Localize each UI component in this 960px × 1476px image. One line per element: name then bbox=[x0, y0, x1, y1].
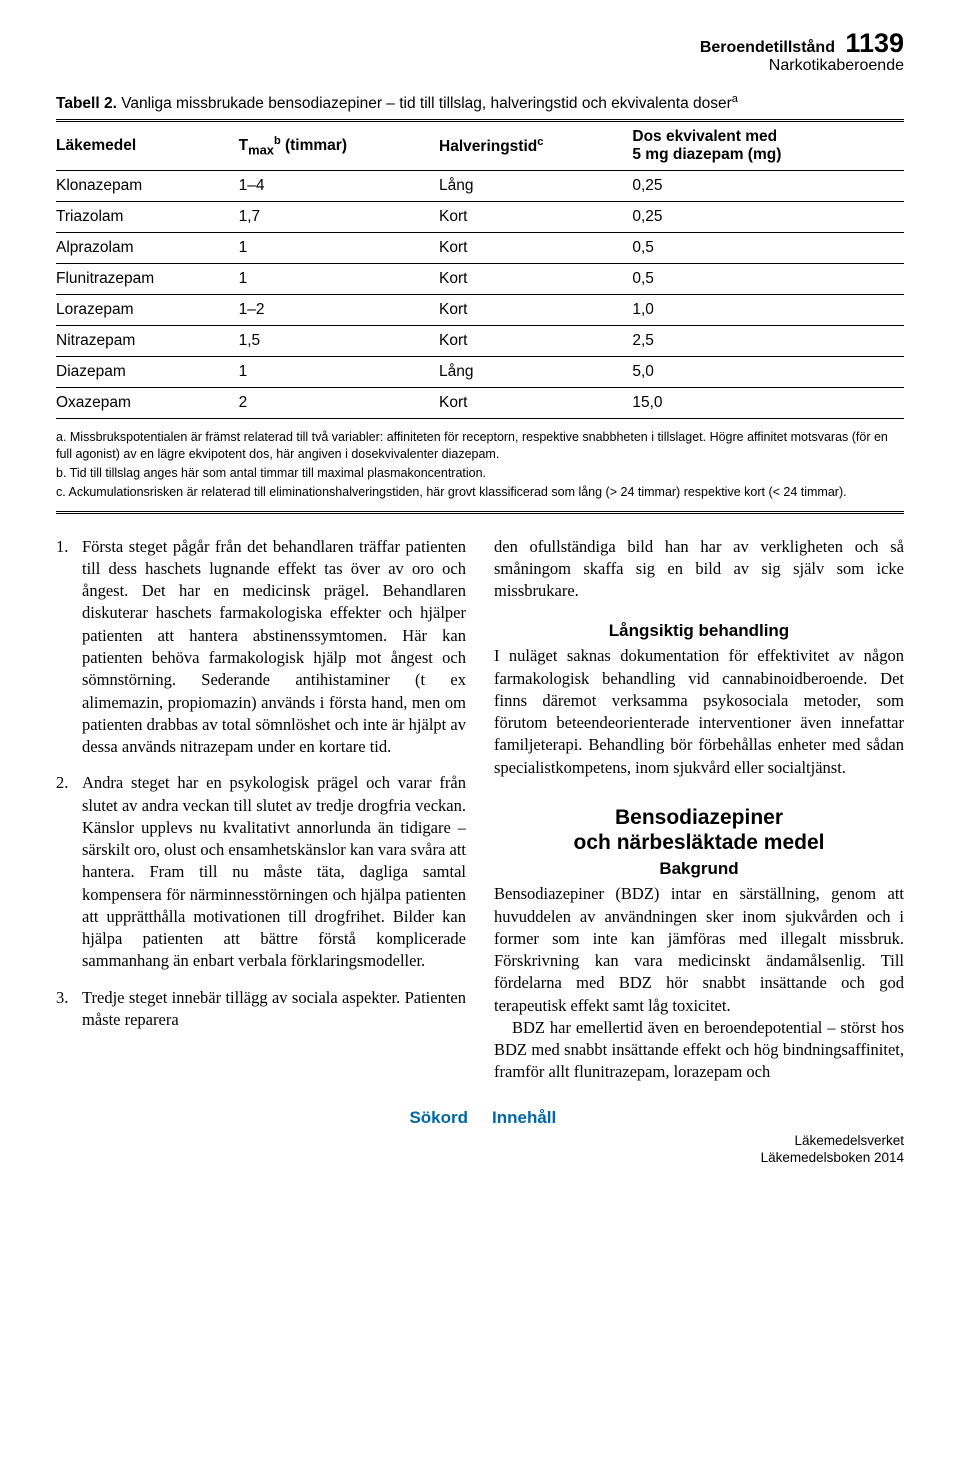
table-cell: 2,5 bbox=[632, 326, 904, 357]
page-number: 1139 bbox=[845, 28, 904, 58]
table-cell: Triazolam bbox=[56, 202, 239, 233]
caption-sup: a bbox=[732, 93, 738, 105]
table-row: Diazepam1Lång5,0 bbox=[56, 357, 904, 388]
table-cell: Lång bbox=[439, 357, 632, 388]
table-footnotes: a. Missbrukspotentialen är främst relate… bbox=[56, 429, 904, 514]
table-cell: 5,0 bbox=[632, 357, 904, 388]
footnote-b: b. Tid till tillslag anges här som antal… bbox=[56, 465, 904, 482]
table-cell: 0,5 bbox=[632, 233, 904, 264]
col-tmax: Tmaxb (timmar) bbox=[239, 121, 439, 171]
table-cell: 15,0 bbox=[632, 388, 904, 419]
left-column: 1.Första steget pågår från det behandlar… bbox=[56, 536, 466, 1084]
table-cell: Kort bbox=[439, 326, 632, 357]
table-cell: 1 bbox=[239, 357, 439, 388]
table-cell: Lorazepam bbox=[56, 295, 239, 326]
table-cell: Flunitrazepam bbox=[56, 264, 239, 295]
table-cell: Kort bbox=[439, 264, 632, 295]
table-cell: Kort bbox=[439, 388, 632, 419]
list-text: Andra steget har en psykologisk prägel o… bbox=[82, 772, 466, 972]
table-cell: 1,0 bbox=[632, 295, 904, 326]
body-columns: 1.Första steget pågår från det behandlar… bbox=[56, 536, 904, 1084]
col-dos: Dos ekvivalent med 5 mg diazepam (mg) bbox=[632, 121, 904, 171]
footer-right: Innehåll Läkemedelsverket Läkemedelsboke… bbox=[492, 1108, 904, 1167]
footnote-c: c. Ackumulationsrisken är relaterad till… bbox=[56, 484, 904, 501]
table-cell: Kort bbox=[439, 233, 632, 264]
footnote-a: a. Missbrukspotentialen är främst relate… bbox=[56, 429, 904, 463]
table-cell: Alprazolam bbox=[56, 233, 239, 264]
footer-sokord[interactable]: Sökord bbox=[56, 1108, 492, 1128]
list-number: 2. bbox=[56, 772, 82, 972]
table-row: Flunitrazepam1Kort0,5 bbox=[56, 264, 904, 295]
list-number: 1. bbox=[56, 536, 82, 759]
footer-innehall[interactable]: Innehåll bbox=[492, 1108, 904, 1128]
table-label: Tabell 2. bbox=[56, 95, 117, 112]
list-text: Första steget pågår från det behandlaren… bbox=[82, 536, 466, 759]
list-text: Tredje steget innebär tillägg av sociala… bbox=[82, 987, 466, 1032]
col-halveringstid: Halveringstidc bbox=[439, 121, 632, 171]
heading-bakgrund: Bakgrund bbox=[494, 858, 904, 881]
heading-benso: Bensodiazepiner och närbesläktade medel bbox=[494, 805, 904, 855]
list-number: 3. bbox=[56, 987, 82, 1032]
table-cell: 1–4 bbox=[239, 171, 439, 202]
table-cell: 1–2 bbox=[239, 295, 439, 326]
right-intro: den ofullständiga bild han har av verkli… bbox=[494, 536, 904, 603]
table-cell: 2 bbox=[239, 388, 439, 419]
table-body: Klonazepam1–4Lång0,25Triazolam1,7Kort0,2… bbox=[56, 171, 904, 419]
table-cell: Lång bbox=[439, 171, 632, 202]
table-cell: Diazepam bbox=[56, 357, 239, 388]
table-cell: 0,25 bbox=[632, 202, 904, 233]
right-column: den ofullständiga bild han har av verkli… bbox=[494, 536, 904, 1084]
bdz-table: Läkemedel Tmaxb (timmar) Halveringstidc … bbox=[56, 119, 904, 419]
footer-publisher: Läkemedelsverket Läkemedelsboken 2014 bbox=[492, 1132, 904, 1167]
list-item: 1.Första steget pågår från det behandlar… bbox=[56, 536, 466, 759]
table-caption: Tabell 2. Vanliga missbrukade bensodiaze… bbox=[56, 93, 904, 113]
table-cell: 0,5 bbox=[632, 264, 904, 295]
table-cell: 0,25 bbox=[632, 171, 904, 202]
col-lakemedel: Läkemedel bbox=[56, 121, 239, 171]
table-cell: 1 bbox=[239, 233, 439, 264]
table-row: Alprazolam1Kort0,5 bbox=[56, 233, 904, 264]
right-p1: I nuläget saknas dokumentation för effek… bbox=[494, 645, 904, 779]
table-row: Lorazepam1–2Kort1,0 bbox=[56, 295, 904, 326]
header-subtopic: Narkotikaberoende bbox=[56, 57, 904, 75]
table-cell: 1,5 bbox=[239, 326, 439, 357]
table-cell: Klonazepam bbox=[56, 171, 239, 202]
header-topic: Beroendetillstånd 1139 bbox=[56, 28, 904, 59]
table-row: Nitrazepam1,5Kort2,5 bbox=[56, 326, 904, 357]
page-footer: Sökord Innehåll Läkemedelsverket Läkemed… bbox=[56, 1108, 904, 1167]
table-row: Klonazepam1–4Lång0,25 bbox=[56, 171, 904, 202]
table-row: Oxazepam2Kort15,0 bbox=[56, 388, 904, 419]
topic-text: Beroendetillstånd bbox=[700, 39, 835, 56]
table-cell: 1,7 bbox=[239, 202, 439, 233]
table-cell: Kort bbox=[439, 295, 632, 326]
page-header: Beroendetillstånd 1139 Narkotikaberoende bbox=[56, 28, 904, 75]
table-cell: Oxazepam bbox=[56, 388, 239, 419]
table-cell: Nitrazepam bbox=[56, 326, 239, 357]
right-p2: Bensodiazepiner (BDZ) intar en särställn… bbox=[494, 883, 904, 1017]
table-caption-text: Vanliga missbrukade bensodiazepiner – ti… bbox=[121, 95, 732, 112]
table-row: Triazolam1,7Kort0,25 bbox=[56, 202, 904, 233]
table-cell: Kort bbox=[439, 202, 632, 233]
heading-langsiktig: Långsiktig behandling bbox=[494, 620, 904, 643]
list-item: 2.Andra steget har en psykologisk prägel… bbox=[56, 772, 466, 972]
table-cell: 1 bbox=[239, 264, 439, 295]
right-p3: BDZ har emellertid även en beroendepoten… bbox=[494, 1017, 904, 1084]
list-item: 3.Tredje steget innebär tillägg av socia… bbox=[56, 987, 466, 1032]
table-header-row: Läkemedel Tmaxb (timmar) Halveringstidc … bbox=[56, 121, 904, 171]
